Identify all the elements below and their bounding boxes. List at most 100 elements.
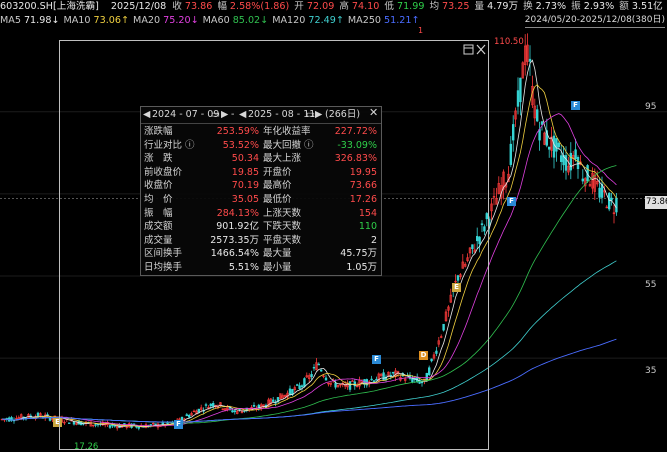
candle-body [339,384,342,386]
candle-body [192,410,196,413]
candle-body [353,381,356,387]
candle-body [490,203,493,212]
stat-label: 下跌天数 [263,221,302,233]
expand-icon[interactable] [463,44,474,55]
candle-body [322,375,325,377]
candle-body [379,373,383,377]
candle-body [212,403,215,407]
quote-label: 均 [429,1,440,12]
stat-label: 成交额 [144,221,173,233]
quote-label: 量 [474,1,485,12]
candle-body [75,422,78,425]
interval-stats-panel: ◀ 2024 - 07 - 09 ▭ ▶ - ◀ 2025 - 08 - 11 … [140,106,382,276]
stat-label: 最低价 [263,194,292,205]
candle-body [449,294,452,303]
candle-body [480,223,484,225]
candle-body [444,311,448,322]
candle-body [238,408,241,411]
low-price-label: 17.26 [74,442,99,452]
ma-label: MA60 [202,15,230,26]
candle-body [224,408,227,411]
candle-body [293,387,296,390]
candle-body [248,408,251,410]
candle-body [576,157,580,170]
stat-value: 17.26 [349,194,377,205]
marker-f-3[interactable]: F [507,197,516,206]
candle-body [89,421,93,427]
candle-body [447,306,450,311]
stats-row: 均 价 35.05 最低价 17.26 [141,193,381,206]
stat-value: 284.13% [216,207,259,219]
candle-body [547,146,551,150]
close-icon[interactable]: ✕ [369,106,379,119]
candle-body [221,408,224,410]
marker-e-1[interactable]: E [53,418,62,427]
stat-value: 901.92亿 [216,221,259,233]
y-tick-95: 95 [645,102,657,112]
candle-body [610,197,613,201]
candle-body [600,183,604,198]
candle-body [113,425,117,427]
stock-code: 603200.SH[上海洗霸] [0,1,99,12]
candle-body [511,124,515,141]
next-start-icon[interactable]: ▶ [221,109,229,120]
marker-f-1[interactable]: F [174,420,183,429]
stat-label: 开盘价 [263,166,292,178]
candle-body [334,382,337,388]
stat-label: 最大量 [263,248,292,260]
quote-items: 收 73.86 幅 2.58%(1.86) 开 72.09 高 74.10 低 71.99 均 73.… [172,1,667,12]
stat-label: 涨 跌 [144,153,173,165]
candle-body [236,410,239,414]
stat-value: 50.34 [231,153,259,165]
candle-body [377,373,380,381]
marker-e-2[interactable]: E [452,283,461,292]
quote-value: 71.99 [396,1,425,12]
stat-value: 154 [358,207,377,219]
candle-body [279,393,282,400]
candle-body [204,404,208,406]
end-date[interactable]: 2025 - 08 - 11 [248,109,316,120]
candle-body [403,378,407,381]
start-date[interactable]: 2024 - 07 - 09 [152,109,220,120]
next-end-icon[interactable]: ▶ [315,109,323,120]
panel-header: ◀ 2024 - 07 - 09 ▭ ▶ - ◀ 2025 - 08 - 11 … [141,107,381,124]
stat-value: 45.75万 [340,248,377,260]
candle-body [197,408,200,413]
close-icon[interactable] [476,44,486,55]
ma-line [1,338,617,423]
candle-body [200,407,203,410]
prev-end-icon[interactable]: ◀ [239,109,247,120]
candle-body [442,323,445,331]
stat-label: 最高价 [263,180,292,192]
candle-body [471,244,474,250]
candle-body [281,395,284,399]
marker-d-1[interactable]: D [419,351,428,360]
calendar-icon[interactable]: ▭ [211,109,220,120]
stat-value: 53.52% [222,139,259,151]
candle-body [305,375,308,378]
stats-row: 成交额 901.92亿 下跌天数 110 [141,220,381,233]
quote-value: 72.09 [306,1,335,12]
candle-body [312,367,316,369]
candle-body [483,226,486,232]
candle-body [188,414,191,418]
calendar-icon[interactable]: ▭ [306,109,315,120]
date-range-selector[interactable]: 2024/05/20-2025/12/08(380日) [524,14,665,28]
prev-start-icon[interactable]: ◀ [143,109,151,120]
candle-body [557,142,561,148]
quote-label: 低 [384,1,394,12]
range-selection-box[interactable] [59,40,489,450]
candle-body [583,178,587,187]
candle-body [116,426,119,429]
marker-f-2[interactable]: F [372,355,381,364]
stats-row: 收盘价 70.19 最高价 73.66 [141,179,381,192]
quote-value: 4.79万 [487,1,519,12]
marker-f-4[interactable]: F [571,101,580,110]
ma-value: 75.20↓ [163,15,199,26]
candle-body [607,192,611,210]
quote-value: 2.73% [535,1,567,12]
date-separator: - [231,109,235,120]
stat-value: -33.09% [337,139,377,151]
candle-body [555,138,558,152]
candle-body [152,422,155,425]
